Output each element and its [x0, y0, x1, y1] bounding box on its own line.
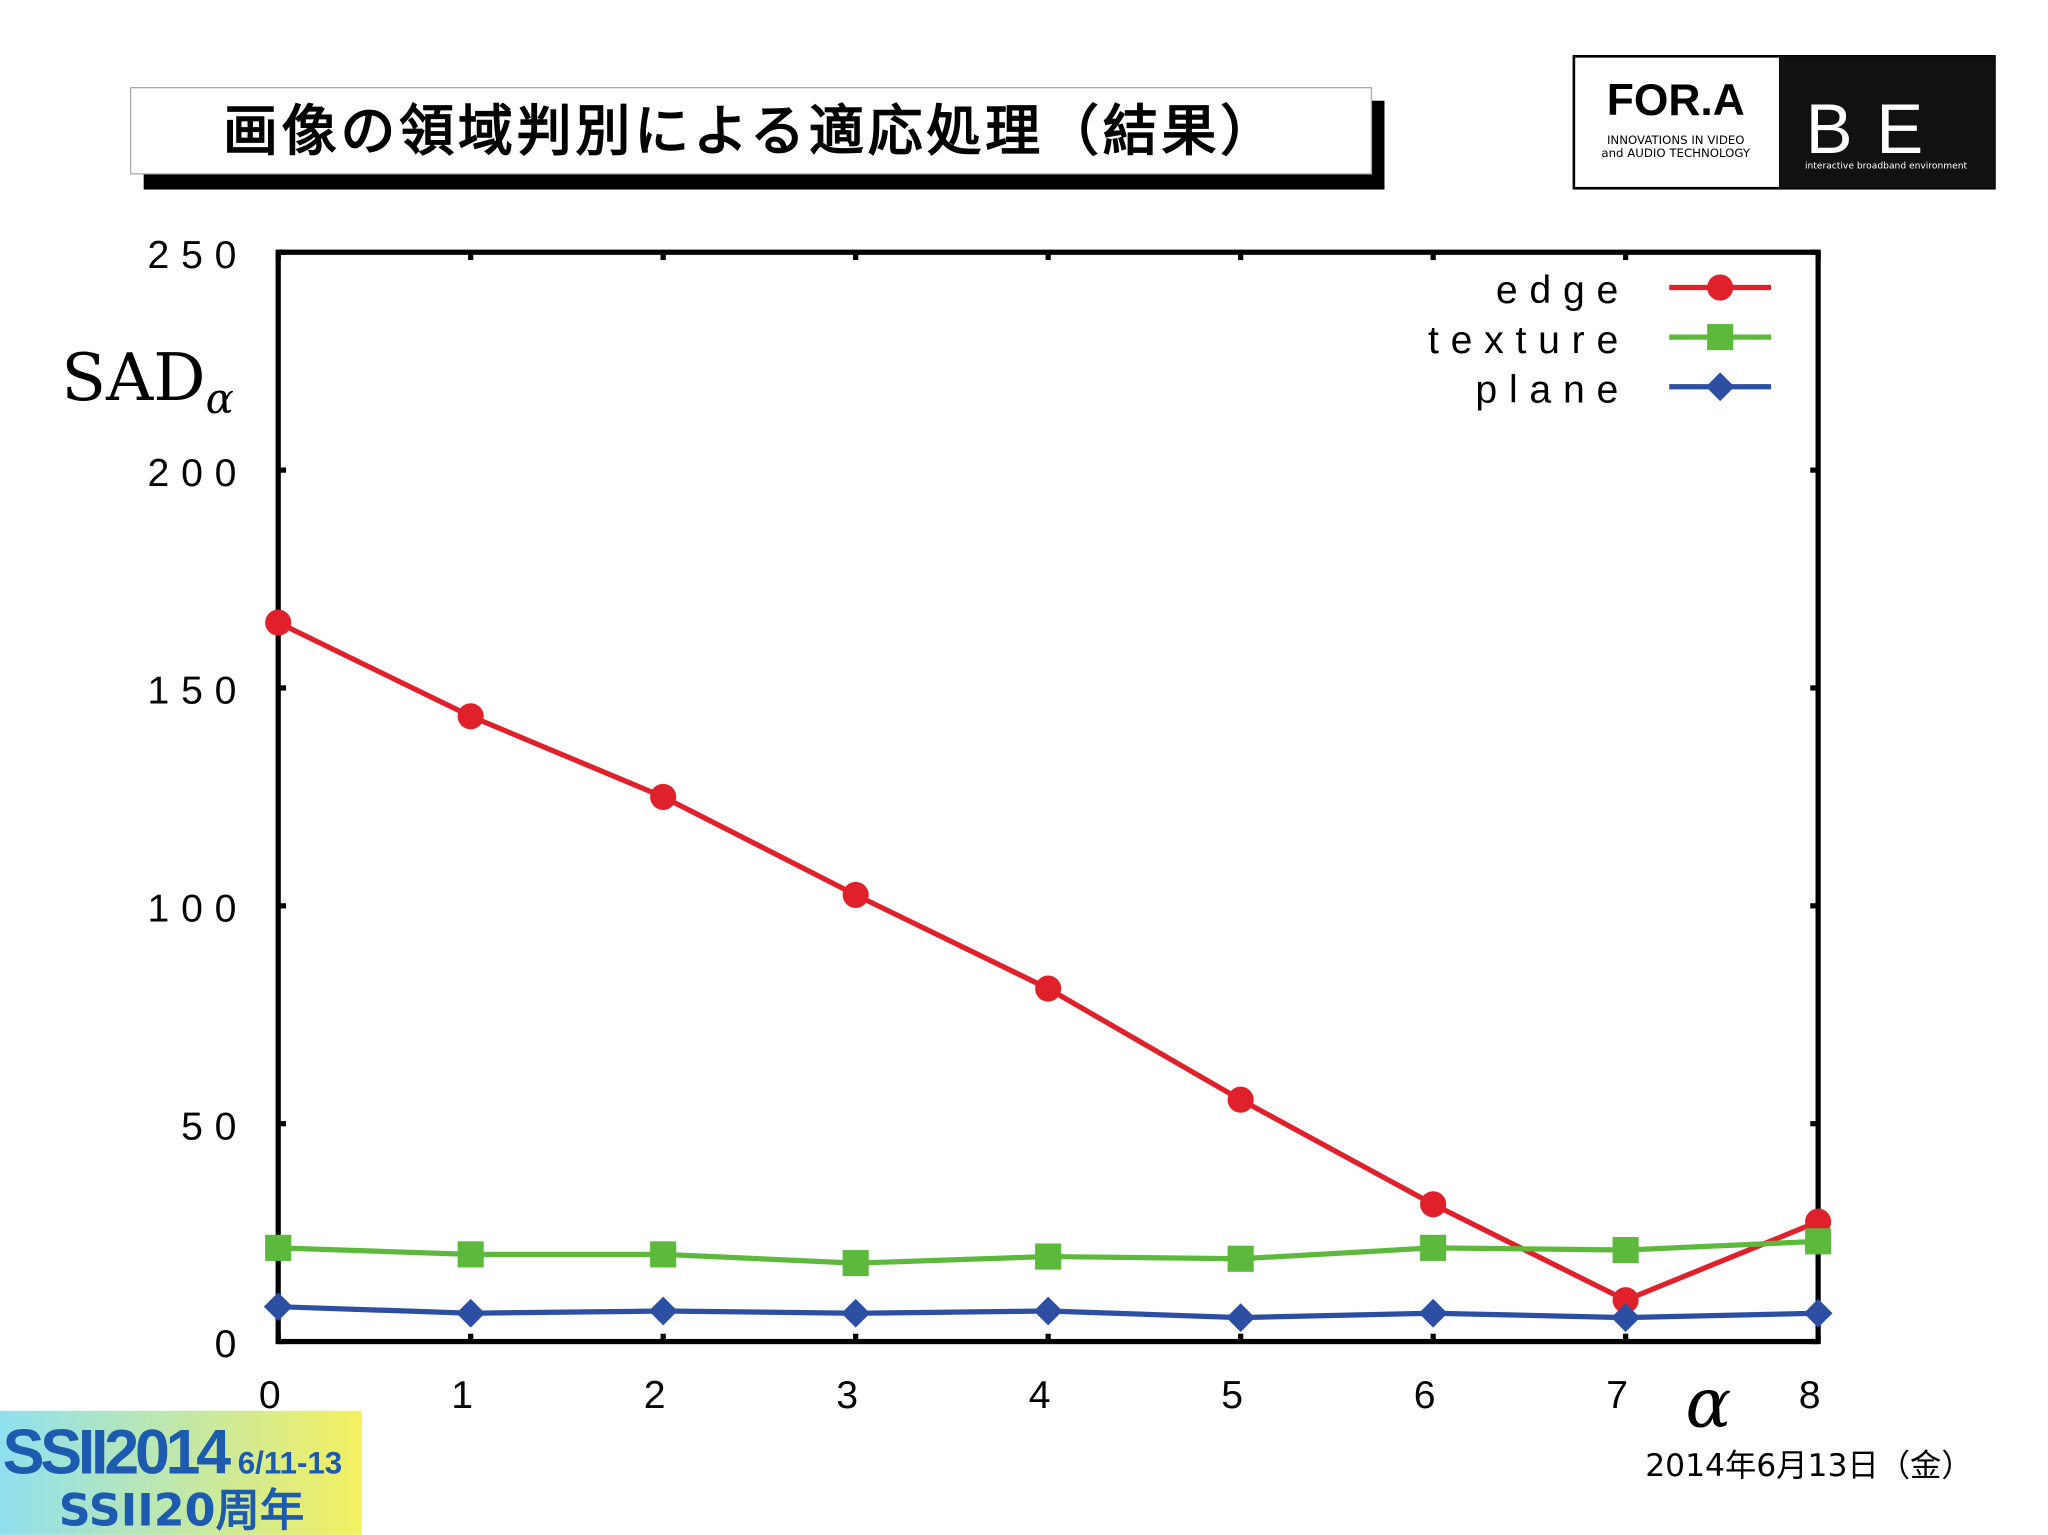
plot-frame	[275, 249, 1821, 1345]
logo-dark	[1778, 56, 1995, 189]
marker	[457, 1241, 484, 1268]
marker	[1420, 1191, 1447, 1218]
series-line	[277, 620, 1820, 1304]
y-tick-label: 100	[148, 887, 249, 930]
marker	[842, 1250, 869, 1277]
x-axis-label: α	[1685, 1364, 1731, 1443]
x-tick-label: 7	[1606, 1374, 1640, 1417]
marker	[650, 1241, 677, 1268]
marker	[265, 1234, 292, 1261]
marker	[1705, 372, 1735, 402]
date: 2014年6月13日（金）	[1645, 1448, 1973, 1484]
title-box	[129, 87, 1373, 175]
marker	[456, 1298, 486, 1328]
x-tick-label: 1	[451, 1374, 485, 1417]
marker	[1227, 1245, 1254, 1272]
y-tick-label: 50	[181, 1105, 248, 1148]
marker	[1803, 1298, 1833, 1328]
marker	[1418, 1298, 1448, 1328]
badge-sub: SSII20周年	[59, 1486, 305, 1535]
legend-label: texture	[1428, 319, 1630, 362]
x-tick-label: 5	[1221, 1374, 1255, 1417]
badge-main: SSII2014	[3, 1417, 232, 1487]
badge	[0, 1410, 362, 1535]
marker	[1035, 1243, 1062, 1270]
legend-label: edge	[1496, 269, 1630, 312]
y-axis-label: SADα	[61, 340, 233, 423]
marker	[457, 703, 484, 730]
marker	[263, 1292, 293, 1322]
y-tick-label: 150	[148, 670, 249, 713]
marker	[265, 609, 292, 636]
logo-left: FOR.A	[1607, 76, 1745, 125]
marker	[842, 881, 869, 908]
logo-right-sub: interactive broadband environment	[1805, 162, 1968, 172]
y-tick-label: 250	[148, 234, 249, 277]
marker	[1035, 975, 1062, 1002]
badge-dates: 6/11-13	[238, 1445, 343, 1480]
x-tick-label: 0	[259, 1374, 293, 1417]
marker	[1805, 1228, 1832, 1255]
marker	[1226, 1303, 1256, 1332]
x-tick-label: 2	[644, 1374, 678, 1417]
marker	[841, 1298, 871, 1328]
title: 画像の領域判別による適応処理（結果）	[223, 99, 1279, 163]
x-tick-label: 3	[836, 1374, 870, 1417]
marker	[650, 783, 677, 810]
marker	[1707, 324, 1734, 351]
marker	[1805, 1208, 1832, 1235]
marker	[1612, 1236, 1639, 1264]
y-axis-label-main: SAD	[61, 340, 205, 416]
marker	[648, 1296, 678, 1326]
logo-left-sub: and AUDIO TECHNOLOGY	[1601, 146, 1751, 160]
logo-right: IBE	[1763, 89, 1947, 168]
x-tick-label: 6	[1414, 1374, 1448, 1417]
marker	[1227, 1086, 1254, 1113]
y-tick-label: 200	[148, 452, 249, 495]
x-tick-label: 8	[1799, 1374, 1833, 1417]
y-axis-label-sub: α	[206, 374, 234, 423]
legend-label: plane	[1475, 368, 1630, 411]
marker	[1420, 1234, 1447, 1261]
x-tick-label: 4	[1029, 1374, 1063, 1417]
marker	[1033, 1296, 1063, 1326]
logo-left-sub: INNOVATIONS IN VIDEO	[1607, 133, 1745, 147]
marker	[1707, 274, 1734, 301]
marker	[1612, 1287, 1639, 1314]
y-tick-label: 0	[215, 1323, 249, 1366]
